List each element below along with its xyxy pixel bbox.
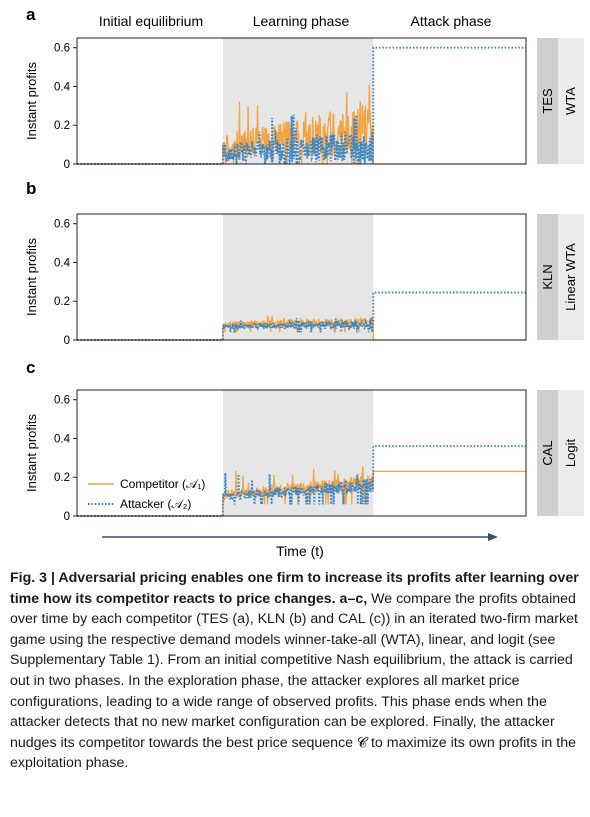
phase-label-learning: Learning phase	[253, 13, 350, 29]
plot-frame	[76, 37, 527, 165]
panel-c: c 0 0.2 0.4 0.6 Instant profits CAL Logit Compet…	[24, 358, 584, 523]
y-tick-label: 0.4	[54, 81, 71, 93]
series-line-attacker	[77, 46, 526, 165]
model-label: KLN	[540, 264, 555, 289]
y-tick-label: 0.4	[54, 257, 71, 269]
y-tick-label: 0	[64, 159, 70, 171]
y-tick-label: 0.6	[54, 395, 70, 407]
y-tick-label: 0.2	[54, 472, 70, 484]
demand-label: WTA	[563, 87, 578, 115]
series-line-competitor	[77, 84, 526, 165]
phase-label-attack: Attack phase	[411, 13, 492, 29]
caption-lead: Fig. 3 | Adversarial pricing enables one…	[10, 570, 579, 607]
y-tick-label: 0.6	[54, 219, 70, 231]
series-line-attacker	[77, 445, 526, 517]
panel-letter: b	[26, 179, 36, 198]
demand-label: Logit	[563, 439, 578, 468]
phase-labels: Initial equilibrium Learning phase Attac…	[99, 13, 492, 29]
legend-label-attacker: Attacker (𝒜₂)	[120, 497, 191, 511]
caption-body: We compare the profits obtained over tim…	[10, 590, 578, 772]
y-axis-label: Instant profits	[24, 237, 39, 316]
model-label-box	[537, 390, 558, 516]
time-arrow-head	[488, 533, 498, 541]
y-tick-label: 0	[64, 511, 70, 523]
legend: Competitor (𝒜₁) Attacker (𝒜₂)	[88, 477, 205, 511]
y-axis-label: Instant profits	[24, 413, 39, 492]
series-line-attacker	[77, 291, 526, 341]
plot-frame	[76, 389, 527, 517]
figure-caption: Fig. 3 | Adversarial pricing enables one…	[10, 568, 582, 774]
model-label: CAL	[540, 440, 555, 465]
panel-letter: c	[26, 358, 35, 377]
time-axis-label: Time (t)	[276, 543, 324, 559]
demand-label-box	[558, 214, 584, 340]
y-tick-label: 0.6	[54, 43, 70, 55]
time-axis: Time (t)	[102, 533, 498, 559]
y-axis-label: Instant profits	[24, 61, 39, 140]
demand-label-box	[558, 390, 584, 516]
demand-label: Linear WTA	[563, 243, 578, 311]
y-tick-label: 0.2	[54, 120, 70, 132]
figure-3: Initial equilibrium Learning phase Attac…	[24, 5, 584, 559]
panel-letter: a	[26, 5, 36, 24]
demand-label-box	[558, 38, 584, 164]
learning-phase-shade	[222, 214, 374, 340]
legend-label-competitor: Competitor (𝒜₁)	[120, 477, 205, 491]
y-tick-label: 0	[64, 335, 70, 347]
y-tick-label: 0.2	[54, 296, 70, 308]
plot-frame	[76, 213, 527, 341]
y-tick-label: 0.4	[54, 433, 71, 445]
phase-label-initial: Initial equilibrium	[99, 13, 203, 29]
panel-b: b 0 0.2 0.4 0.6 Instant profits KLN Linear WTA	[24, 179, 584, 347]
model-label-box	[537, 38, 558, 164]
model-label: TES	[540, 88, 555, 114]
model-label-box	[537, 214, 558, 340]
panel-a: a 0 0.2 0.4 0.6 Instant profits TES WTA	[24, 5, 584, 171]
